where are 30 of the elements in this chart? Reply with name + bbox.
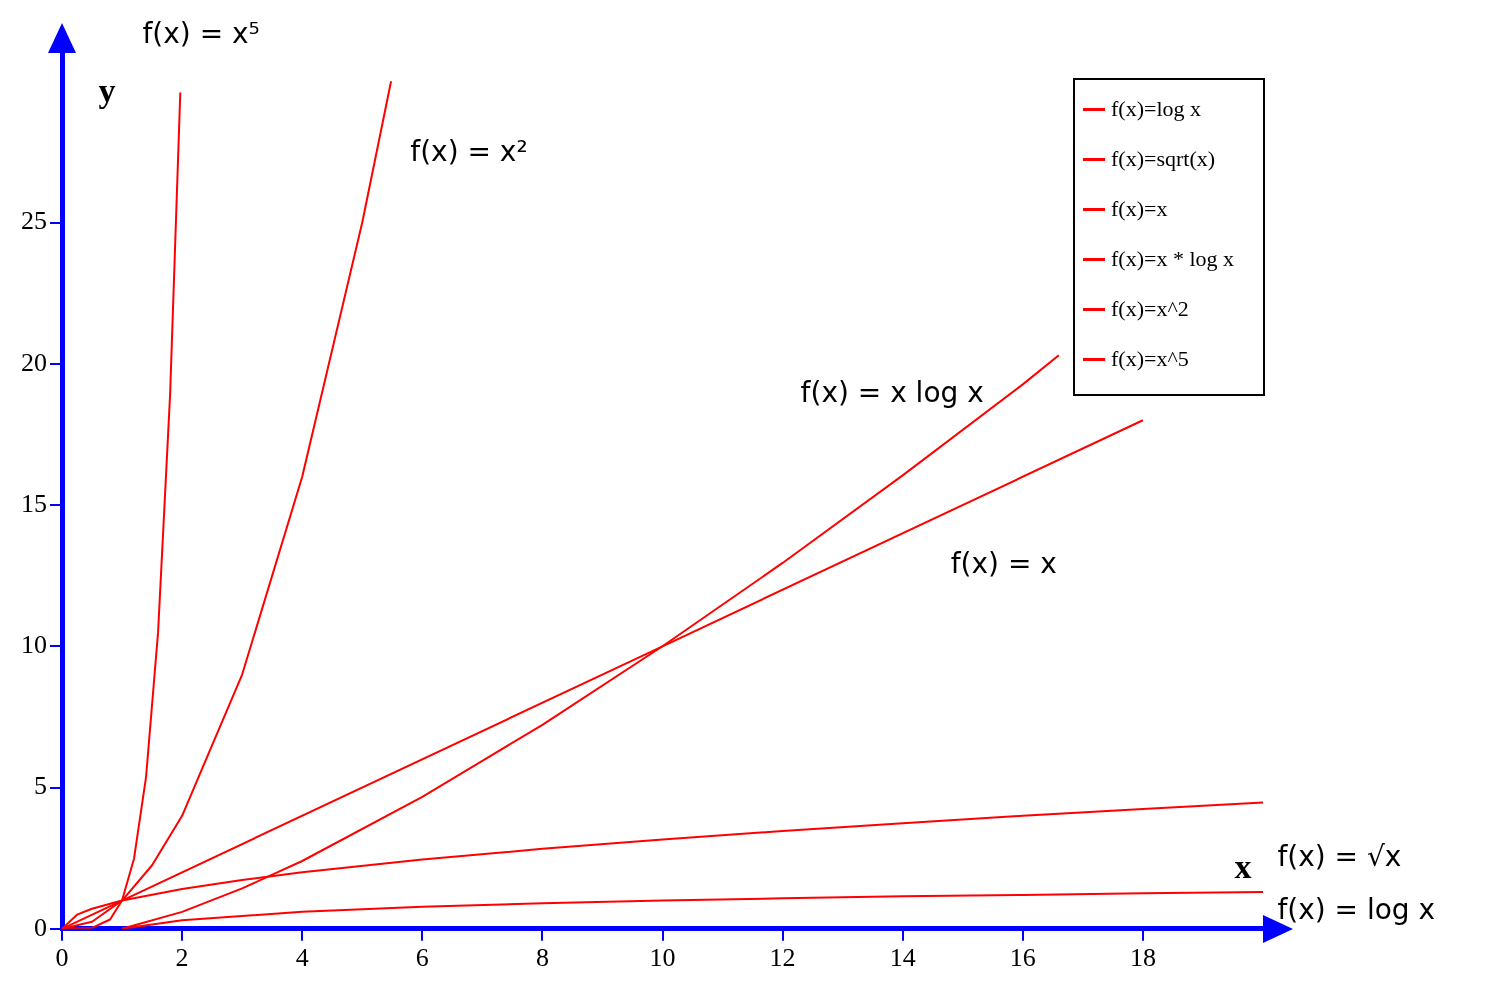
text: f(x) = x⁵ (142, 16, 260, 50)
legend-label: f(x)=sqrt(x) (1111, 145, 1216, 173)
legend-label: f(x)=x (1111, 195, 1168, 223)
text: f(x) = √x (1277, 840, 1402, 874)
x-tick-label: 16 (1009, 943, 1036, 973)
annotation: f(x) = x log x (800, 375, 984, 409)
y-tick-label: 0 (34, 912, 47, 942)
y-tick-label: 15 (21, 488, 47, 518)
x-tick-label: 2 (175, 943, 189, 973)
text: f(x) = log x (1277, 892, 1436, 926)
legend-label: f(x)=x^5 (1111, 345, 1189, 373)
y-tick-label: 20 (21, 347, 47, 377)
x-tick-label: 12 (769, 943, 796, 973)
x-tick-label: 6 (415, 943, 429, 973)
x-tick-label: 0 (55, 943, 69, 973)
legend-label: f(x)=log x (1111, 95, 1201, 123)
y-tick-label: 25 (21, 206, 47, 236)
x-tick-label: 4 (295, 943, 309, 973)
x-tick-label: 10 (649, 943, 676, 973)
x-axis-title: x (1234, 847, 1252, 885)
annotation: f(x) = x² (410, 135, 528, 168)
x-tick-label: 18 (1129, 943, 1156, 973)
legend-label: f(x)=x^2 (1111, 295, 1189, 323)
y-tick-label: 5 (34, 771, 47, 801)
legend-label: f(x)=x * log x (1111, 245, 1234, 273)
x-tick-label: 14 (889, 943, 916, 973)
annotation: f(x) = x (950, 546, 1057, 580)
x-tick-label: 8 (535, 943, 549, 973)
y-tick-label: 10 (21, 630, 47, 660)
y-axis-title: y (98, 71, 116, 109)
